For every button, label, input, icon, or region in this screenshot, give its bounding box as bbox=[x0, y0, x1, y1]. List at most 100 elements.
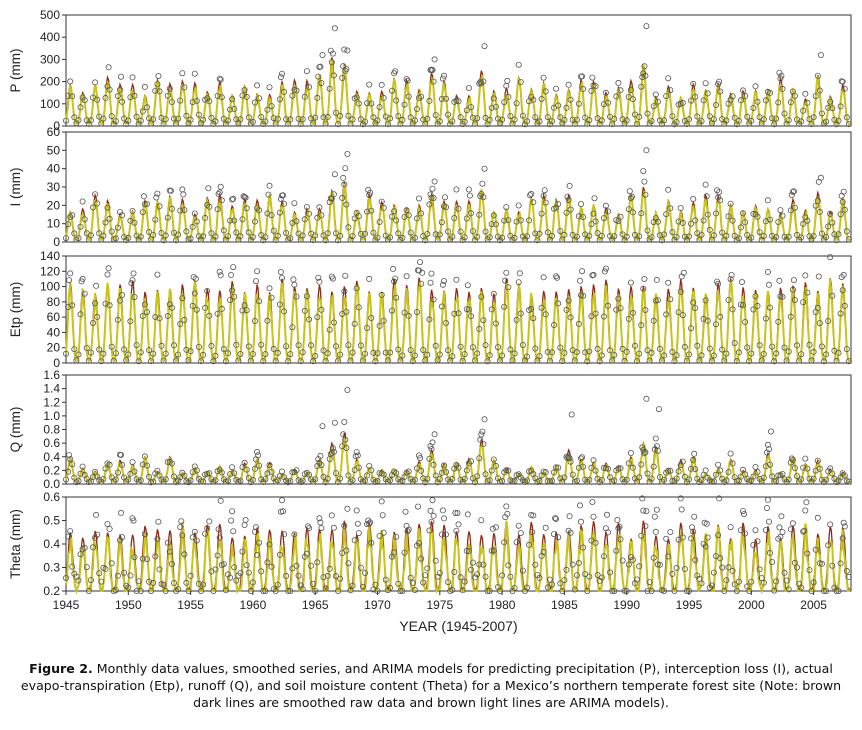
observed-point-theta bbox=[229, 508, 236, 515]
observed-point-p bbox=[245, 114, 252, 121]
observed-point-theta bbox=[133, 588, 140, 595]
observed-point-p bbox=[326, 85, 333, 92]
observed-point-theta bbox=[243, 562, 250, 569]
observed-point-p bbox=[688, 97, 695, 104]
observed-point-p bbox=[785, 117, 792, 124]
observed-point-theta bbox=[228, 517, 235, 524]
observed-point-i bbox=[534, 237, 541, 244]
observed-point-p bbox=[575, 100, 582, 107]
observed-point-i bbox=[266, 182, 273, 189]
observed-point-i bbox=[812, 202, 819, 209]
observed-point-theta bbox=[178, 518, 185, 525]
observed-point-etp bbox=[775, 318, 782, 325]
observed-point-i bbox=[474, 233, 481, 240]
observed-point-etp bbox=[283, 343, 290, 350]
observed-point-q bbox=[434, 479, 441, 486]
observed-point-etp bbox=[519, 341, 526, 348]
observed-point-q bbox=[681, 473, 688, 480]
observed-point-i bbox=[555, 200, 562, 207]
observed-point-p bbox=[424, 115, 431, 122]
observed-point-p bbox=[366, 81, 373, 88]
observed-point-p bbox=[534, 120, 541, 127]
observed-point-etp bbox=[815, 273, 822, 280]
observed-point-theta bbox=[457, 574, 464, 581]
observed-point-p bbox=[461, 118, 468, 125]
observed-point-p bbox=[810, 114, 817, 121]
observed-point-theta bbox=[146, 578, 153, 585]
observed-point-p bbox=[195, 111, 202, 118]
observed-point-p bbox=[816, 87, 823, 94]
observed-point-p bbox=[197, 120, 204, 127]
observed-point-p bbox=[565, 81, 572, 88]
observed-point-p bbox=[177, 97, 184, 104]
observed-point-etp bbox=[800, 299, 807, 306]
observed-point-p bbox=[586, 117, 593, 124]
observed-point-theta bbox=[90, 544, 97, 551]
observed-point-i bbox=[449, 233, 456, 240]
observed-point-theta bbox=[351, 537, 358, 544]
observed-point-i bbox=[527, 192, 534, 199]
observed-point-theta bbox=[553, 516, 560, 523]
observed-point-i bbox=[429, 185, 436, 192]
observed-point-etp bbox=[227, 297, 234, 304]
observed-point-q bbox=[354, 452, 361, 459]
observed-point-i bbox=[361, 230, 368, 237]
observed-point-q bbox=[565, 453, 572, 460]
observed-point-i bbox=[457, 228, 464, 235]
observed-point-etp bbox=[390, 265, 397, 272]
observed-point-etp bbox=[128, 280, 135, 287]
observed-point-i bbox=[427, 191, 434, 198]
observed-point-p bbox=[114, 93, 121, 100]
observed-point-theta bbox=[590, 513, 597, 520]
observed-point-q bbox=[691, 450, 698, 457]
observed-point-p bbox=[681, 117, 688, 124]
observed-point-theta bbox=[651, 513, 658, 520]
observed-point-q bbox=[262, 476, 269, 483]
observed-point-etp bbox=[249, 350, 256, 357]
y-tick-label-q: 1.6 bbox=[43, 368, 60, 382]
observed-point-i bbox=[677, 204, 684, 211]
observed-point-i bbox=[541, 187, 548, 194]
observed-point-theta bbox=[354, 520, 361, 527]
observed-point-q bbox=[659, 478, 666, 485]
observed-point-q bbox=[481, 416, 488, 423]
observed-point-theta bbox=[380, 529, 387, 536]
observed-point-i bbox=[829, 219, 836, 226]
observed-point-etp bbox=[494, 344, 501, 351]
observed-point-i bbox=[168, 205, 175, 212]
observed-point-theta bbox=[476, 561, 483, 568]
observed-point-theta bbox=[760, 579, 767, 586]
observed-point-q bbox=[519, 477, 526, 484]
observed-point-etp bbox=[378, 291, 385, 298]
observed-point-p bbox=[513, 100, 520, 107]
observed-point-etp bbox=[827, 254, 834, 261]
observed-point-i bbox=[841, 206, 848, 213]
observed-point-q bbox=[598, 476, 605, 483]
observed-point-etp bbox=[230, 264, 237, 271]
observed-point-theta bbox=[667, 529, 674, 536]
observed-point-i bbox=[762, 218, 769, 225]
observed-point-q bbox=[305, 471, 312, 478]
observed-point-etp bbox=[555, 300, 562, 307]
observed-point-p bbox=[170, 115, 177, 122]
observed-point-i bbox=[344, 150, 351, 157]
observed-point-etp bbox=[376, 322, 383, 329]
observed-point-etp bbox=[715, 280, 722, 287]
observed-point-etp bbox=[106, 302, 113, 309]
observed-point-etp bbox=[438, 303, 445, 310]
observed-point-etp bbox=[588, 313, 595, 320]
observed-point-q bbox=[478, 431, 485, 438]
observed-point-q bbox=[455, 464, 462, 471]
observed-point-p bbox=[721, 120, 728, 127]
observed-point-p bbox=[335, 121, 342, 128]
observed-point-i bbox=[167, 187, 174, 194]
observed-point-q bbox=[796, 478, 803, 485]
observed-point-theta bbox=[197, 588, 204, 595]
observed-point-i bbox=[479, 180, 486, 187]
observed-point-i bbox=[567, 206, 574, 213]
observed-point-theta bbox=[139, 555, 146, 562]
observed-point-theta bbox=[831, 584, 838, 591]
observed-point-theta bbox=[454, 509, 461, 516]
observed-point-theta bbox=[544, 584, 551, 591]
observed-point-p bbox=[833, 121, 840, 128]
